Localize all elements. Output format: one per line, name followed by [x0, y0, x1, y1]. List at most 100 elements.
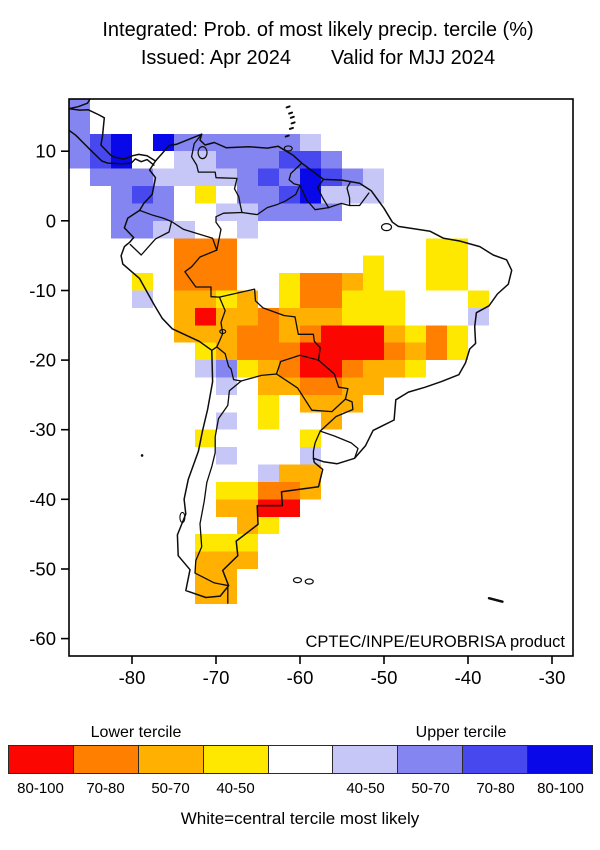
country-border [316, 178, 330, 209]
grid-cell [258, 186, 279, 204]
grid-cell [258, 342, 279, 361]
grid-cell [174, 151, 195, 169]
grid-cell [258, 325, 279, 343]
country-border [241, 184, 301, 216]
grid-cell [321, 290, 342, 308]
grid-cell [111, 186, 132, 204]
grid-cell [216, 325, 237, 343]
legend-range-label: 80-100 [17, 780, 64, 797]
grid-cell [279, 325, 300, 343]
antilles-island [290, 121, 296, 125]
falkland-island-east [304, 578, 314, 585]
grid-cell [195, 360, 216, 378]
grid-cell [300, 377, 321, 395]
grid-cell [195, 307, 216, 326]
grid-cell [279, 186, 300, 204]
grid-cell [216, 238, 237, 256]
grid-cell [384, 325, 405, 343]
grid-cell [321, 273, 342, 291]
grid-cell [111, 203, 132, 221]
grid-cell [195, 342, 216, 361]
grid-cell [258, 151, 279, 169]
antilles-island [284, 134, 290, 138]
grid-cell [195, 186, 216, 204]
grid-cell [300, 273, 321, 291]
y-axis-tick-label: -40 [29, 489, 56, 510]
grid-cell [90, 133, 111, 152]
antilles-island [288, 126, 294, 130]
legend-colorbar [8, 745, 594, 774]
chiloe-island [179, 511, 186, 523]
grid-cell [216, 481, 237, 500]
grid-cell [216, 342, 237, 361]
grid-cell [405, 325, 426, 343]
legend-footnote: White=central tercile most likely [180, 809, 420, 828]
grid-cell [468, 307, 489, 326]
grid-cell [216, 273, 237, 291]
country-border [190, 133, 243, 214]
grid-cell [195, 586, 216, 604]
antilles-island [288, 111, 294, 115]
grid-cell [237, 499, 258, 517]
grid-cell [195, 255, 216, 274]
grid-cell [237, 133, 258, 152]
grid-cell [363, 168, 384, 187]
country-border [240, 373, 278, 382]
grid-cell [216, 412, 237, 430]
grid-cell [69, 133, 90, 152]
grid-cell [321, 394, 342, 413]
grid-cell [405, 360, 426, 378]
grid-cell [195, 429, 216, 448]
legend-segment-lower-80-100 [8, 745, 74, 774]
grid-cell [342, 290, 363, 308]
country-border [346, 181, 352, 207]
grid-cell [300, 133, 321, 152]
country-border [184, 249, 221, 298]
grid-cell [132, 186, 153, 204]
grid-cell [195, 151, 216, 169]
grid-cell [384, 342, 405, 361]
grid-cell [195, 551, 216, 569]
grid-cell [132, 168, 153, 187]
grid-cell [195, 290, 216, 308]
grid-cell [237, 203, 258, 221]
grid-cell [300, 151, 321, 169]
country-border [138, 209, 173, 223]
country-border [288, 162, 303, 186]
grid-cell [132, 220, 153, 239]
grid-cell [195, 534, 216, 552]
legend-upper-title: Upper tercile [415, 724, 507, 741]
subtitle: Issued: Apr 2024 Valid for MJJ 2024 [38, 44, 598, 72]
grid-cell [237, 516, 258, 535]
grid-cell [426, 255, 447, 274]
grid-cell [258, 203, 279, 221]
legend-segment-central [267, 745, 334, 774]
y-axis-tick-label: -60 [29, 628, 56, 649]
map-frame [68, 98, 574, 657]
grid-cell [237, 290, 258, 308]
grid-cell [300, 464, 321, 482]
grid-cell [216, 499, 237, 517]
grid-cell [342, 325, 363, 343]
grid-cell [258, 412, 279, 430]
grid-cell [237, 168, 258, 187]
grid-cell [174, 238, 195, 256]
south-georgia-island [487, 597, 504, 603]
grid-cell [216, 586, 237, 604]
grid-cell [468, 290, 489, 308]
grid-cell [216, 203, 237, 221]
grid-cell [237, 360, 258, 378]
grid-cell [174, 290, 195, 308]
juan-fernandez-island [140, 454, 144, 457]
x-axis-tick-label: -30 [539, 667, 566, 688]
legend-segment-lower-40-50 [202, 745, 269, 774]
grid-cell [342, 186, 363, 204]
grid-cell [300, 203, 321, 221]
legend-range-label: 80-100 [537, 780, 584, 797]
grid-cell [321, 151, 342, 169]
grid-cell [237, 307, 258, 326]
grid-cell [237, 220, 258, 239]
grid-cell [216, 447, 237, 465]
